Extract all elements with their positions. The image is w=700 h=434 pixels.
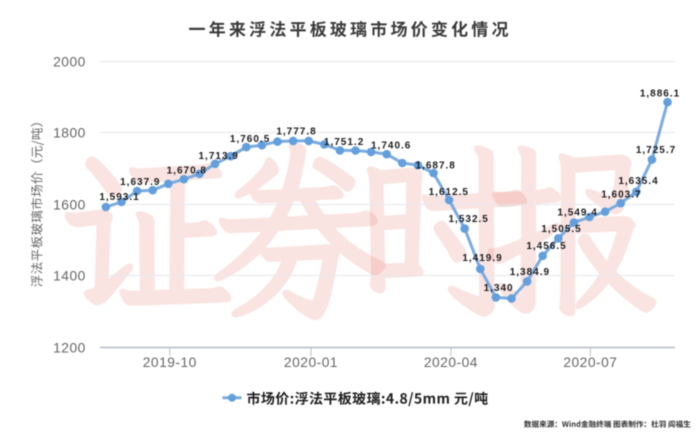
svg-text:1800: 1800: [53, 126, 86, 141]
svg-text:2019-10: 2019-10: [143, 355, 197, 370]
svg-text:1,751.2: 1,751.2: [324, 137, 364, 148]
svg-text:1400: 1400: [53, 269, 86, 284]
svg-text:1,612.5: 1,612.5: [429, 187, 469, 198]
svg-text:1,687.8: 1,687.8: [416, 160, 456, 171]
svg-text:1,740.6: 1,740.6: [371, 141, 411, 152]
svg-text:1,670.8: 1,670.8: [167, 166, 207, 177]
svg-text:1,603.7: 1,603.7: [601, 189, 641, 200]
svg-text:1,505.5: 1,505.5: [541, 224, 581, 235]
svg-text:1,886.1: 1,886.1: [640, 89, 680, 100]
svg-text:1,713.9: 1,713.9: [199, 151, 239, 162]
svg-text:1600: 1600: [53, 198, 86, 213]
svg-text:2000: 2000: [53, 55, 86, 70]
svg-text:1200: 1200: [53, 341, 86, 356]
svg-text:1,549.4: 1,549.4: [557, 208, 597, 219]
svg-text:1,532.5: 1,532.5: [449, 214, 489, 225]
svg-text:1,760.5: 1,760.5: [230, 134, 270, 145]
svg-text:2020-07: 2020-07: [563, 355, 617, 370]
svg-text:1,635.4: 1,635.4: [618, 176, 658, 187]
svg-text:1,340: 1,340: [484, 283, 514, 294]
svg-text:1,777.8: 1,777.8: [276, 126, 316, 137]
svg-text:1,456.5: 1,456.5: [526, 241, 566, 252]
svg-text:2020-04: 2020-04: [424, 355, 478, 370]
svg-text:1,384.9: 1,384.9: [510, 267, 550, 278]
svg-text:1,725.7: 1,725.7: [636, 145, 676, 156]
svg-text:1,419.9: 1,419.9: [462, 253, 502, 264]
svg-text:2020-01: 2020-01: [284, 355, 338, 370]
svg-text:1,637.9: 1,637.9: [120, 177, 160, 188]
svg-text:1,593.1: 1,593.1: [99, 192, 139, 203]
